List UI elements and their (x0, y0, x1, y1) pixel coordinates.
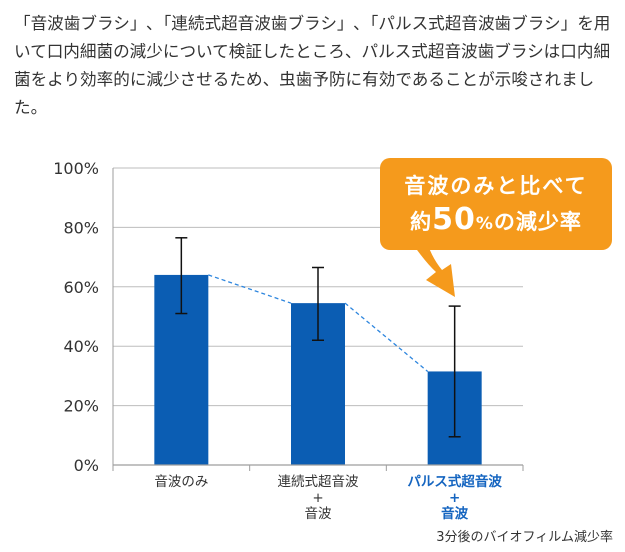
callout-suffix: の減少率 (493, 210, 582, 234)
callout-number: 50 (432, 202, 476, 237)
connector-line (344, 302, 429, 372)
y-tick-label: 20% (63, 397, 99, 416)
y-tick-label: 60% (63, 278, 99, 297)
x-category-label: + (312, 490, 323, 506)
intro-text: 「音波歯ブラシ」､「連続式超音波歯ブラシ」､「パルス式超音波歯ブラシ」を用いて口… (14, 14, 611, 117)
x-category-label: 音波のみ (154, 473, 208, 490)
x-category-label: パルス式超音波 (407, 473, 502, 490)
chart-connector (208, 274, 429, 372)
y-axis: 0% 20% 40% 60% 80% 100% (53, 159, 524, 475)
callout-line-1: 音波のみと比べて (404, 174, 588, 198)
callout-box: 音波のみと比べて 約50%の減少率 (380, 158, 612, 250)
callout-percent: % (475, 214, 494, 234)
footnote: 3分後のバイオフィルム減少率 (436, 530, 613, 545)
x-category-label: 連続式超音波 (278, 473, 359, 490)
callout-line-2: 約50%の減少率 (380, 202, 612, 237)
connector-line (208, 274, 292, 304)
y-tick-label: 0% (74, 456, 99, 475)
callout-prefix: 約 (410, 210, 433, 234)
chart-error-bars (175, 237, 461, 438)
x-category-label: 音波 (441, 505, 468, 522)
callout-arrow-shape (410, 240, 455, 297)
y-tick-label: 40% (63, 337, 99, 356)
x-category-label: + (449, 490, 460, 506)
y-tick-label: 100% (53, 159, 99, 178)
callout-arrow (410, 240, 455, 297)
x-category-label: 音波 (305, 505, 332, 522)
y-tick-label: 80% (63, 218, 99, 237)
